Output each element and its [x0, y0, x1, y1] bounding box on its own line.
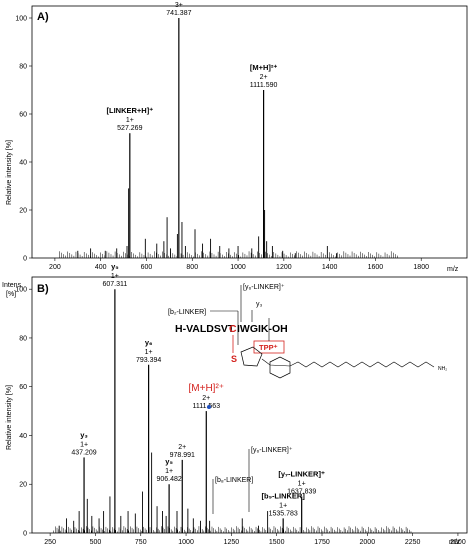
peak-ion-label: [M+H]²⁺: [250, 63, 278, 72]
peak-charge-label: 2+: [202, 395, 210, 402]
x-tick-label: 1200: [276, 264, 292, 271]
annotation-b8-linker: [b₈-LINKER]: [215, 477, 253, 484]
panel-a-y-axis-label: Relative intensity [%]: [6, 140, 13, 205]
cyclohexane-ring: [269, 356, 291, 379]
panel-b-x-axis-label: m/z: [449, 539, 461, 546]
annotation-y6-linker-top: [y₆-LINKER]⁺: [243, 284, 285, 291]
panel-a-plot-frame: [31, 5, 468, 259]
x-tick-label: 500: [90, 539, 102, 546]
panel-a-label: A): [37, 11, 49, 23]
peak-mz-label: 527.269: [117, 125, 142, 132]
y-tick-label: 0: [23, 256, 27, 263]
x-tick-label: 400: [95, 264, 107, 271]
y-tick-label: 80: [19, 64, 27, 71]
y-tick-label: 60: [19, 112, 27, 119]
peptide-sequence-suffix: IWGIK-OH: [237, 323, 288, 335]
panel-a-x-axis-label: m/z: [447, 266, 459, 273]
x-tick-label: 600: [141, 264, 153, 271]
peak-charge-label: 1+: [279, 502, 287, 509]
peak-ion-label: [M+H]²⁺: [189, 383, 225, 394]
peak-charge-label: 1+: [126, 117, 134, 124]
peptide-structure-inset: H-VALDSVT C IWGIK-OH TPP⁺ S NH₂: [175, 318, 447, 379]
annotation-b2-linker: [b₂-LINKER]: [168, 309, 206, 316]
panel-b-intens-unit: [%]: [6, 291, 16, 298]
peak-charge-label: 3+: [175, 2, 183, 9]
peak-mz-label: 978.991: [170, 452, 195, 459]
peak-charge-label: 1+: [145, 349, 153, 356]
panel-b-axis-group: 0 20 40 60 80 100 250 500 750 1000 1250 1500 1750 200…: [15, 287, 466, 546]
y-tick-label: 60: [19, 384, 27, 391]
y-tick-label: 80: [19, 335, 27, 342]
x-tick-label: 1750: [314, 539, 330, 546]
peak-mz-label: 793.394: [136, 357, 161, 364]
x-tick-label: 200: [49, 264, 61, 271]
peak-ion-label: y₆: [145, 338, 153, 347]
y-tick-label: 20: [19, 482, 27, 489]
peak-mz-label: 906.482: [156, 476, 181, 483]
peak-charge-label: 1+: [80, 441, 88, 448]
peak-mz-label: 437.209: [71, 449, 96, 456]
y-tick-label: 100: [15, 287, 27, 294]
x-tick-label: 1000: [230, 264, 246, 271]
x-tick-label: 2250: [405, 539, 421, 546]
panel-b-peak-labels-group: 437.2091+y₃607.3111+y₅793.3941+y₆906.482…: [71, 262, 325, 517]
peak-mz-label: 607.311: [102, 281, 127, 288]
peak-mz-label: 741.387: [166, 10, 191, 17]
peak-mz-label: 1535.783: [269, 510, 298, 517]
y-tick-label: 20: [19, 208, 27, 215]
y-tick-label: 100: [15, 16, 27, 23]
panel-a-peaks-group: [59, 18, 398, 258]
x-tick-label: 800: [186, 264, 198, 271]
x-tick-label: 1400: [322, 264, 338, 271]
peak-ion-label: [y₇-LINKER]⁺: [278, 469, 325, 478]
x-tick-label: 1600: [368, 264, 384, 271]
peak-charge-label: 1+: [298, 480, 306, 487]
panel-b-y-axis-label: Relative intensity [%]: [6, 385, 13, 450]
panel-b-precursor-marker: [207, 405, 211, 409]
y-tick-label: 40: [19, 160, 27, 167]
x-tick-label: 1500: [269, 539, 285, 546]
x-tick-label: 1000: [178, 539, 194, 546]
peak-charge-label: 2+: [260, 74, 268, 81]
panel-b-peaks-group: [53, 289, 412, 533]
y-tick-label: 0: [23, 531, 27, 538]
peak-mz-label: 1637.839: [287, 488, 316, 495]
panel-b-intens-label: Intens.: [2, 282, 23, 289]
x-tick-label: 750: [135, 539, 147, 546]
peak-ion-label: y₅: [111, 262, 119, 271]
panel-b-fragment-annotations: [b₂-LINKER] [y₆-LINKER]⁺ y₃ [y₆-LINKER]⁺…: [168, 284, 293, 514]
y-tick-label: 40: [19, 433, 27, 440]
sulfur-atom: S: [231, 354, 237, 364]
peak-ion-label: [b₉-LINKER]: [261, 491, 305, 500]
panel-b-label: B): [37, 283, 49, 295]
x-tick-label: 2500: [450, 539, 466, 546]
amide-nh2: NH₂: [438, 366, 447, 372]
peak-ion-label: y₅: [165, 457, 173, 466]
tpp-tag-text: TPP⁺: [259, 343, 278, 352]
x-tick-label: 1250: [224, 539, 240, 546]
peak-mz-label: 1111.590: [250, 82, 278, 89]
peak-charge-label: 1+: [111, 273, 119, 280]
peak-ion-label: y₃: [80, 430, 88, 439]
panel-a-axis-group: 0 20 40 60 80 100 200 400 600 800 1000 1200 1400 1600…: [15, 16, 429, 272]
x-tick-label: 2000: [360, 539, 376, 546]
peptide-sequence-highlight: C: [229, 323, 237, 335]
annotation-y6-linker: [y₆-LINKER]⁺: [251, 447, 293, 454]
x-tick-label: 1800: [413, 264, 429, 271]
annotation-y3-top: y₃: [256, 301, 263, 308]
peg-linker-chain: [261, 358, 435, 368]
succinimide-ring: [240, 346, 263, 367]
peak-charge-label: 1+: [165, 468, 173, 475]
peak-charge-label: 2+: [178, 444, 186, 451]
peak-ion-label: [LINKER+H]⁺: [106, 106, 153, 115]
panel-b-plot-frame: [31, 276, 468, 534]
panel-a-peak-labels-group: 527.2691+[LINKER+H]⁺741.3873+[M+2H]³⁺111…: [106, 2, 278, 132]
peptide-sequence-prefix: H-VALDSVT: [175, 323, 235, 335]
x-tick-label: 250: [44, 539, 56, 546]
peak-mz-label: 1111.563: [192, 403, 220, 410]
